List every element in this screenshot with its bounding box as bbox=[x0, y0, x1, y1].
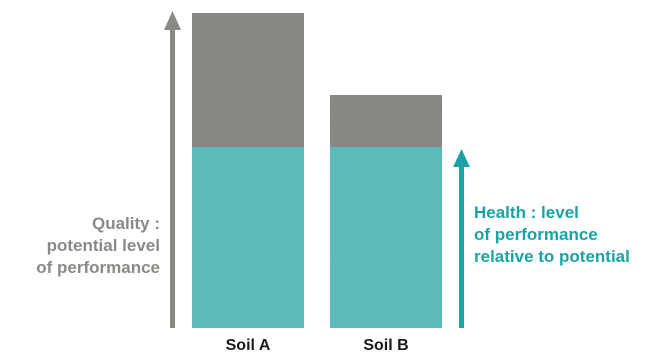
quality-label-line: Quality : bbox=[91, 214, 160, 233]
health-arrow-shaft bbox=[459, 165, 464, 328]
health-label-line: of performance bbox=[474, 225, 598, 244]
health-label: Health : level of performance relative t… bbox=[474, 202, 664, 268]
health-arrow-icon bbox=[453, 149, 470, 167]
soil-a-label: Soil A bbox=[225, 337, 271, 354]
soil-b-label: Soil B bbox=[363, 337, 409, 354]
soil-b-quality-segment bbox=[330, 95, 442, 147]
soil-a-bar bbox=[192, 13, 304, 328]
quality-arrow-icon bbox=[164, 11, 181, 30]
quality-arrow-shaft bbox=[170, 28, 175, 328]
health-arrow bbox=[453, 149, 470, 328]
quality-arrow bbox=[164, 11, 181, 328]
health-label-line: Health : level bbox=[474, 203, 579, 222]
quality-label-line: of performance bbox=[36, 258, 160, 277]
quality-label: Quality : potential level of performance bbox=[0, 213, 160, 279]
health-label-line: relative to potential bbox=[474, 247, 630, 266]
quality-label-line: potential level bbox=[46, 236, 160, 255]
soil-a-quality-segment bbox=[192, 13, 304, 147]
soil-a-health-segment bbox=[192, 147, 304, 328]
soil-b-health-segment bbox=[330, 147, 442, 328]
soil-b-bar bbox=[330, 95, 442, 328]
